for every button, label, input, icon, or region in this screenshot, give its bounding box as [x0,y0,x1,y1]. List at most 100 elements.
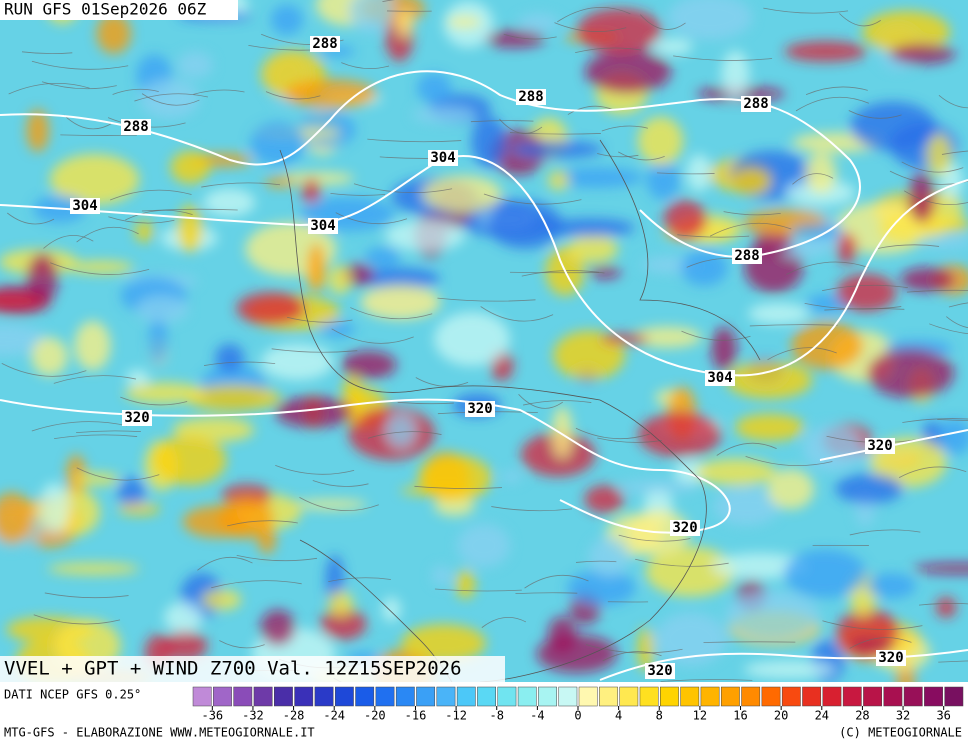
shade-blob [743,660,836,679]
shade-blob [341,350,397,379]
colorbar-tick-label: 36 [936,709,950,723]
colorbar-tick-label: -8 [490,709,504,723]
colorbar-swatch [924,686,943,707]
streamline [597,153,639,158]
streamline [382,0,396,2]
streamline [8,82,90,95]
streamline [656,172,715,175]
streamline [120,396,188,406]
streamline [76,226,139,243]
shade-blob [275,396,354,428]
colorbar-swatch [213,686,232,707]
shade-blob [835,473,904,504]
streamline [33,614,121,625]
colorbar-tick-label: 24 [815,709,829,723]
streamline [335,212,408,225]
streamline [509,271,600,274]
shade-blob [548,616,577,653]
shade-blob [667,0,753,40]
contour-label: 288 [312,36,337,52]
shade-blob [328,265,352,295]
contour-label: 288 [518,89,543,105]
streamline [617,151,665,161]
streamline [76,467,160,481]
contour-label-bg [516,89,546,105]
shade-blob [547,170,570,191]
streamline [265,91,321,100]
shade-blob [401,624,486,663]
shade-blob [511,140,604,159]
shade-blob [695,458,777,486]
streamline [211,580,302,589]
streamline [575,560,617,563]
shade-blob [725,591,821,641]
shade-blob [935,596,957,618]
shade-blob [136,295,189,323]
streamline [575,47,642,53]
streamline [275,465,355,475]
streamline [109,189,192,201]
streamline [554,22,627,32]
streamline [503,33,557,40]
streamline [414,485,502,489]
contour-label-bg [741,96,771,112]
shade-blob [487,200,563,249]
streamline [236,554,318,562]
contour-label: 320 [124,410,149,426]
streamline [745,455,833,467]
streamline [822,284,908,292]
colorbar-swatch [355,686,375,707]
contour-label-bg [310,36,340,52]
shade-blob [866,573,916,599]
colorbar-swatch [619,686,639,707]
shade-blob [734,413,805,442]
shade-blob [784,41,867,62]
colorbar-swatch [781,686,801,707]
shade-blob [791,321,863,370]
shade-blob [584,49,672,94]
shade-blob [124,382,205,404]
streamline [763,7,849,14]
colorbar-tick-label: -28 [283,709,305,723]
shade-blob [319,321,356,338]
streamline [21,51,73,55]
colorbar-swatch [883,686,903,707]
colorbar-swatch [395,686,415,707]
shade-blob [913,562,968,575]
shade-blob [364,247,401,268]
shade-blob [680,249,728,286]
streamline [434,588,522,592]
streamline [898,466,967,478]
contour-label: 304 [72,198,97,214]
shade-blob [783,549,867,598]
streamline [141,93,200,106]
shade-blob [170,150,211,184]
shade-blob [748,302,810,325]
shade-blob [637,627,654,672]
shade-blob [803,424,863,472]
streamline [197,556,253,571]
colorbar-tick-label: -20 [364,709,386,723]
streamline [703,641,796,643]
shade-blob [553,330,625,380]
streamline [585,644,683,654]
shade-blob [134,220,154,243]
shade-blob [117,502,161,515]
streamline [786,261,869,275]
contour-label: 320 [467,401,492,417]
shade-blob [900,267,955,292]
shade-blob [836,273,897,312]
contour-label: 288 [123,119,148,135]
shade-blob [49,153,140,205]
shade-blob [96,13,132,54]
shade-blob [767,468,815,510]
streamline [824,308,905,311]
shade-blob [125,369,150,387]
shade-blob [307,242,325,293]
streamline [60,134,137,136]
shade-blob [386,413,416,448]
streamline [941,150,968,155]
shade-blob [471,116,507,168]
colorbar-swatch [253,686,273,707]
shade-blob [74,320,111,371]
